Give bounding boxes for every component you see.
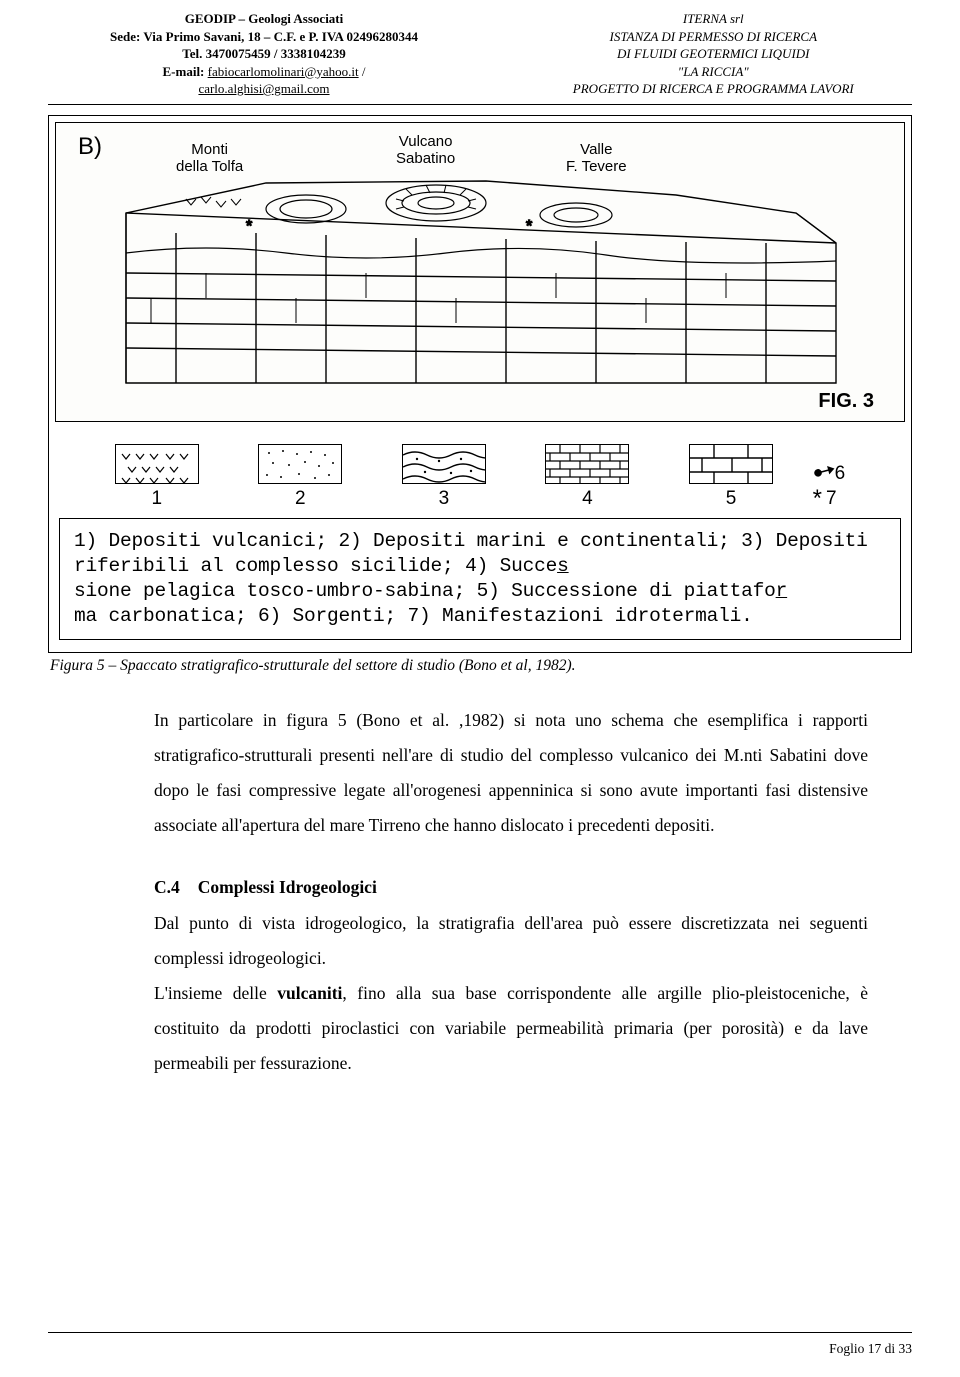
- project-line-1: ISTANZA DI PERMESSO DI RICERCA: [515, 28, 912, 46]
- org-address: Sede: Via Primo Savani, 18 – C.F. e P. I…: [48, 28, 480, 46]
- page-header: GEODIP – Geologi Associati Sede: Via Pri…: [48, 10, 912, 98]
- figure-caption: Figura 5 – Spaccato stratigrafico-strutt…: [50, 657, 912, 675]
- swatch-wavy-dots: [402, 444, 486, 484]
- section-heading: C.4 Complessi Idrogeologici: [154, 877, 868, 898]
- legend-5: 5: [689, 444, 773, 510]
- email-link-2: carlo.alghisi@gmail.com: [198, 81, 329, 96]
- figure-frame: B) Monti della Tolfa Vulcano Sabatino Va…: [48, 115, 912, 653]
- stratigraphic-diagram: B) Monti della Tolfa Vulcano Sabatino Va…: [55, 122, 905, 422]
- swatch-volcanic: [115, 444, 199, 484]
- hydrothermal-symbol: *: [813, 490, 822, 508]
- page-counter: Foglio 17 di 33: [829, 1341, 912, 1357]
- header-left-block: GEODIP – Geologi Associati Sede: Via Pri…: [48, 10, 480, 98]
- paragraph-1: In particolare in figura 5 (Bono et al. …: [154, 703, 868, 843]
- legend-4: 4: [545, 444, 629, 510]
- legend-6-7: 6 * 7: [813, 462, 846, 510]
- org-name: GEODIP – Geologi Associati: [48, 10, 480, 28]
- paragraph-3: L'insieme delle vulcaniti, fino alla sua…: [154, 976, 868, 1081]
- swatch-brick-sparse: [689, 444, 773, 484]
- org-email-2: carlo.alghisi@gmail.com: [48, 80, 480, 98]
- svg-text:*: *: [246, 218, 252, 235]
- footer-divider: [48, 1332, 912, 1333]
- legend-swatches: 1 2: [85, 444, 875, 510]
- project-line-2: DI FLUIDI GEOTERMICI LIQUIDI: [515, 45, 912, 63]
- legend-caption-box: 1) Depositi vulcanici; 2) Depositi marin…: [59, 518, 901, 640]
- project-name: "LA RICCIA": [515, 63, 912, 81]
- client-name: ITERNA srl: [515, 10, 912, 28]
- header-right-block: ITERNA srl ISTANZA DI PERMESSO DI RICERC…: [515, 10, 912, 98]
- swatch-brick-dense: [545, 444, 629, 484]
- paragraph-2: Dal punto di vista idrogeologico, la str…: [154, 906, 868, 976]
- section-title: Complessi Idrogeologici: [198, 877, 377, 898]
- legend-3: 3: [402, 444, 486, 510]
- spring-symbol: [808, 459, 836, 489]
- org-tel: Tel. 3470075459 / 3338104239: [48, 45, 480, 63]
- legend-1: 1: [115, 444, 199, 510]
- doc-title: PROGETTO DI RICERCA E PROGRAMMA LAVORI: [515, 80, 912, 98]
- legend-2: 2: [258, 444, 342, 510]
- svg-text:*: *: [526, 218, 532, 235]
- diagram-svg: * *: [56, 123, 894, 422]
- email-link-1: fabiocarlomolinari@yahoo.it: [208, 64, 359, 79]
- org-email: E-mail: fabiocarlomolinari@yahoo.it /: [48, 63, 480, 81]
- swatch-dots: [258, 444, 342, 484]
- header-divider: [48, 104, 912, 105]
- section-number: C.4: [154, 877, 180, 898]
